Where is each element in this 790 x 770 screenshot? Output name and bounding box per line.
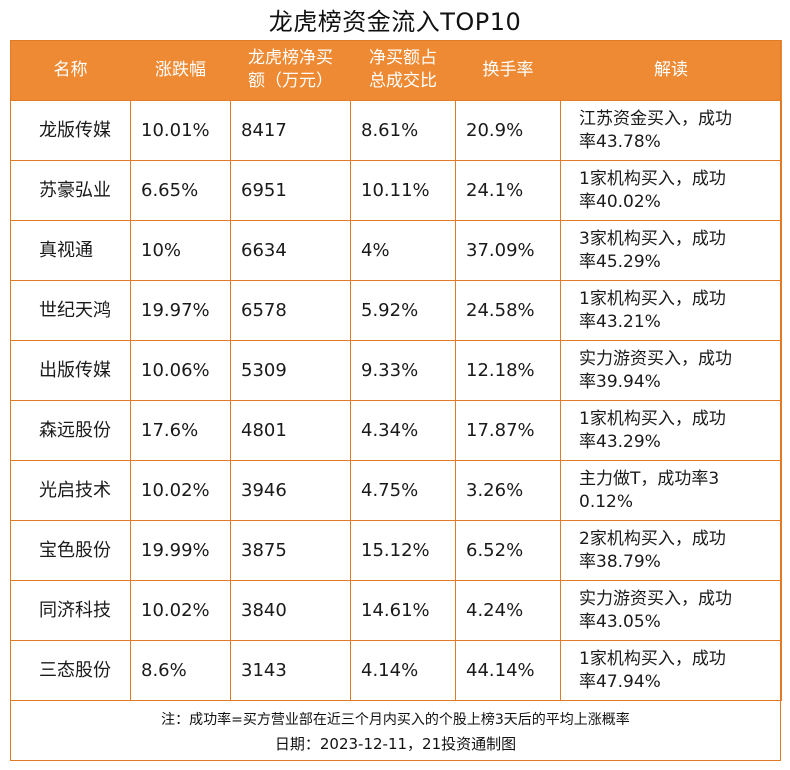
table-header-row: 名称 涨跌幅 龙虎榜净买 额（万元） 净买额占 总成交比 换手率 解读 bbox=[10, 40, 782, 101]
cell-net-buy: 8417 bbox=[230, 100, 351, 161]
cell-interp: 1家机构买入，成功 率40.02% bbox=[560, 160, 782, 221]
cell-change: 6.65% bbox=[130, 160, 231, 221]
cell-ratio: 8.61% bbox=[350, 100, 456, 161]
cell-interp: 3家机构买入，成功 率45.29% bbox=[560, 220, 782, 281]
cell-change: 19.99% bbox=[130, 520, 231, 581]
interp-line1: 主力做T，成功率3 bbox=[579, 468, 720, 489]
cell-change: 10.02% bbox=[130, 460, 231, 521]
cell-change: 8.6% bbox=[130, 640, 231, 701]
footnote: 注：成功率=买方营业部在近三个月内买入的个股上榜3天后的平均上涨概率 bbox=[161, 712, 630, 728]
date-credit: 日期：2023-12-11，21投资通制图 bbox=[274, 735, 517, 753]
table-frame bbox=[10, 40, 781, 761]
interp-line1: 1家机构买入，成功 bbox=[579, 288, 726, 309]
table-row: 出版传媒 10.06% 5309 9.33% 12.18% 实力游资买入，成功率… bbox=[10, 340, 782, 401]
table-row: 世纪天鸿 19.97% 6578 5.92% 24.58% 1家机构买入，成功率… bbox=[10, 280, 782, 341]
cell-name: 苏豪弘业 bbox=[10, 160, 131, 221]
cell-ratio: 4.34% bbox=[350, 400, 456, 461]
cell-name: 同济科技 bbox=[10, 580, 131, 641]
cell-ratio: 9.33% bbox=[350, 340, 456, 401]
cell-turnover: 44.14% bbox=[455, 640, 561, 701]
table-row: 光启技术 10.02% 3946 4.75% 3.26% 主力做T，成功率3 0.… bbox=[10, 460, 782, 521]
table-row: 龙版传媒 10.01% 8417 8.61% 20.9% 江苏资金买入，成功 率4… bbox=[10, 100, 782, 161]
cell-interp: 1家机构买入，成功 率47.94% bbox=[560, 640, 782, 701]
page-title: 龙虎榜资金流入TOP10 bbox=[268, 8, 522, 36]
header-net-buy-line2: 额（万元） bbox=[248, 71, 333, 91]
cell-ratio: 4.75% bbox=[350, 460, 456, 521]
header-interp: 解读 bbox=[560, 40, 782, 101]
cell-name: 宝色股份 bbox=[10, 520, 131, 581]
interp-line2: 率43.21% bbox=[579, 311, 661, 332]
cell-change: 17.6% bbox=[130, 400, 231, 461]
cell-turnover: 20.9% bbox=[455, 100, 561, 161]
cell-interp: 1家机构买入，成功 率43.29% bbox=[560, 400, 782, 461]
cell-name: 出版传媒 bbox=[10, 340, 131, 401]
cell-net-buy: 5309 bbox=[230, 340, 351, 401]
cell-net-buy: 6578 bbox=[230, 280, 351, 341]
interp-line1: 2家机构买入，成功 bbox=[579, 528, 726, 549]
cell-interp: 2家机构买入，成功 率38.79% bbox=[560, 520, 782, 581]
table-row: 苏豪弘业 6.65% 6951 10.11% 24.1% 1家机构买入，成功 率4… bbox=[10, 160, 782, 221]
cell-change: 10.02% bbox=[130, 580, 231, 641]
table-row: 同济科技 10.02% 3840 14.61% 4.24% 实力游资买入，成功率… bbox=[10, 580, 782, 641]
cell-interp: 实力游资买入，成功 率43.05% bbox=[560, 580, 782, 641]
interp-line2: 0.12% bbox=[579, 491, 634, 512]
interp-line2: 率43.05% bbox=[579, 611, 661, 632]
footer: 注：成功率=买方营业部在近三个月内买入的个股上榜3天后的平均上涨概率 日期：20… bbox=[10, 701, 781, 761]
cell-ratio: 15.12% bbox=[350, 520, 456, 581]
interp-line1: 实力游资买入，成功 bbox=[579, 348, 732, 369]
cell-interp: 实力游资买入，成功 率39.94% bbox=[560, 340, 782, 401]
interp-line1: 实力游资买入，成功 bbox=[579, 588, 732, 609]
cell-ratio: 4% bbox=[350, 220, 456, 281]
cell-name: 光启技术 bbox=[10, 460, 131, 521]
interp-line1: 3家机构买入，成功 bbox=[579, 228, 726, 249]
cell-name: 三态股份 bbox=[10, 640, 131, 701]
interp-line1: 1家机构买入，成功 bbox=[579, 168, 726, 189]
inflow-table: 名称 涨跌幅 龙虎榜净买 额（万元） 净买额占 总成交比 换手率 解读 龙版传媒… bbox=[10, 40, 782, 701]
header-name: 名称 bbox=[10, 40, 131, 101]
header-ratio-line1: 净买额占 bbox=[369, 48, 437, 68]
cell-turnover: 4.24% bbox=[455, 580, 561, 641]
table-row: 三态股份 8.6% 3143 4.14% 44.14% 1家机构买入，成功 率47… bbox=[10, 640, 782, 701]
cell-interp: 主力做T，成功率3 0.12% bbox=[560, 460, 782, 521]
cell-ratio: 4.14% bbox=[350, 640, 456, 701]
interp-line2: 率47.94% bbox=[579, 671, 661, 692]
interp-line2: 率39.94% bbox=[579, 371, 661, 392]
interp-line2: 率43.29% bbox=[579, 431, 661, 452]
cell-name: 世纪天鸿 bbox=[10, 280, 131, 341]
header-ratio-line2: 总成交比 bbox=[369, 71, 437, 91]
interp-line1: 江苏资金买入，成功 bbox=[579, 108, 732, 129]
header-net-buy-line1: 龙虎榜净买 bbox=[248, 48, 333, 68]
cell-turnover: 6.52% bbox=[455, 520, 561, 581]
header-ratio: 净买额占 总成交比 bbox=[350, 40, 456, 101]
interp-line2: 率45.29% bbox=[579, 251, 661, 272]
cell-net-buy: 3875 bbox=[230, 520, 351, 581]
cell-change: 10.06% bbox=[130, 340, 231, 401]
cell-net-buy: 3143 bbox=[230, 640, 351, 701]
cell-turnover: 12.18% bbox=[455, 340, 561, 401]
cell-net-buy: 6951 bbox=[230, 160, 351, 221]
interp-line2: 率43.78% bbox=[579, 131, 661, 152]
interp-line1: 1家机构买入，成功 bbox=[579, 648, 726, 669]
cell-change: 10% bbox=[130, 220, 231, 281]
header-change: 涨跌幅 bbox=[130, 40, 231, 101]
cell-change: 19.97% bbox=[130, 280, 231, 341]
cell-interp: 江苏资金买入，成功 率43.78% bbox=[560, 100, 782, 161]
header-turnover: 换手率 bbox=[455, 40, 561, 101]
cell-net-buy: 3840 bbox=[230, 580, 351, 641]
cell-turnover: 17.87% bbox=[455, 400, 561, 461]
interp-line1: 1家机构买入，成功 bbox=[579, 408, 726, 429]
interp-line2: 率40.02% bbox=[579, 191, 661, 212]
interp-line2: 率38.79% bbox=[579, 551, 661, 572]
table-row: 宝色股份 19.99% 3875 15.12% 6.52% 2家机构买入，成功率… bbox=[10, 520, 782, 581]
header-net-buy: 龙虎榜净买 额（万元） bbox=[230, 40, 351, 101]
cell-turnover: 3.26% bbox=[455, 460, 561, 521]
cell-interp: 1家机构买入，成功 率43.21% bbox=[560, 280, 782, 341]
cell-ratio: 14.61% bbox=[350, 580, 456, 641]
cell-name: 真视通 bbox=[10, 220, 131, 281]
cell-turnover: 24.1% bbox=[455, 160, 561, 221]
cell-name: 龙版传媒 bbox=[10, 100, 131, 161]
